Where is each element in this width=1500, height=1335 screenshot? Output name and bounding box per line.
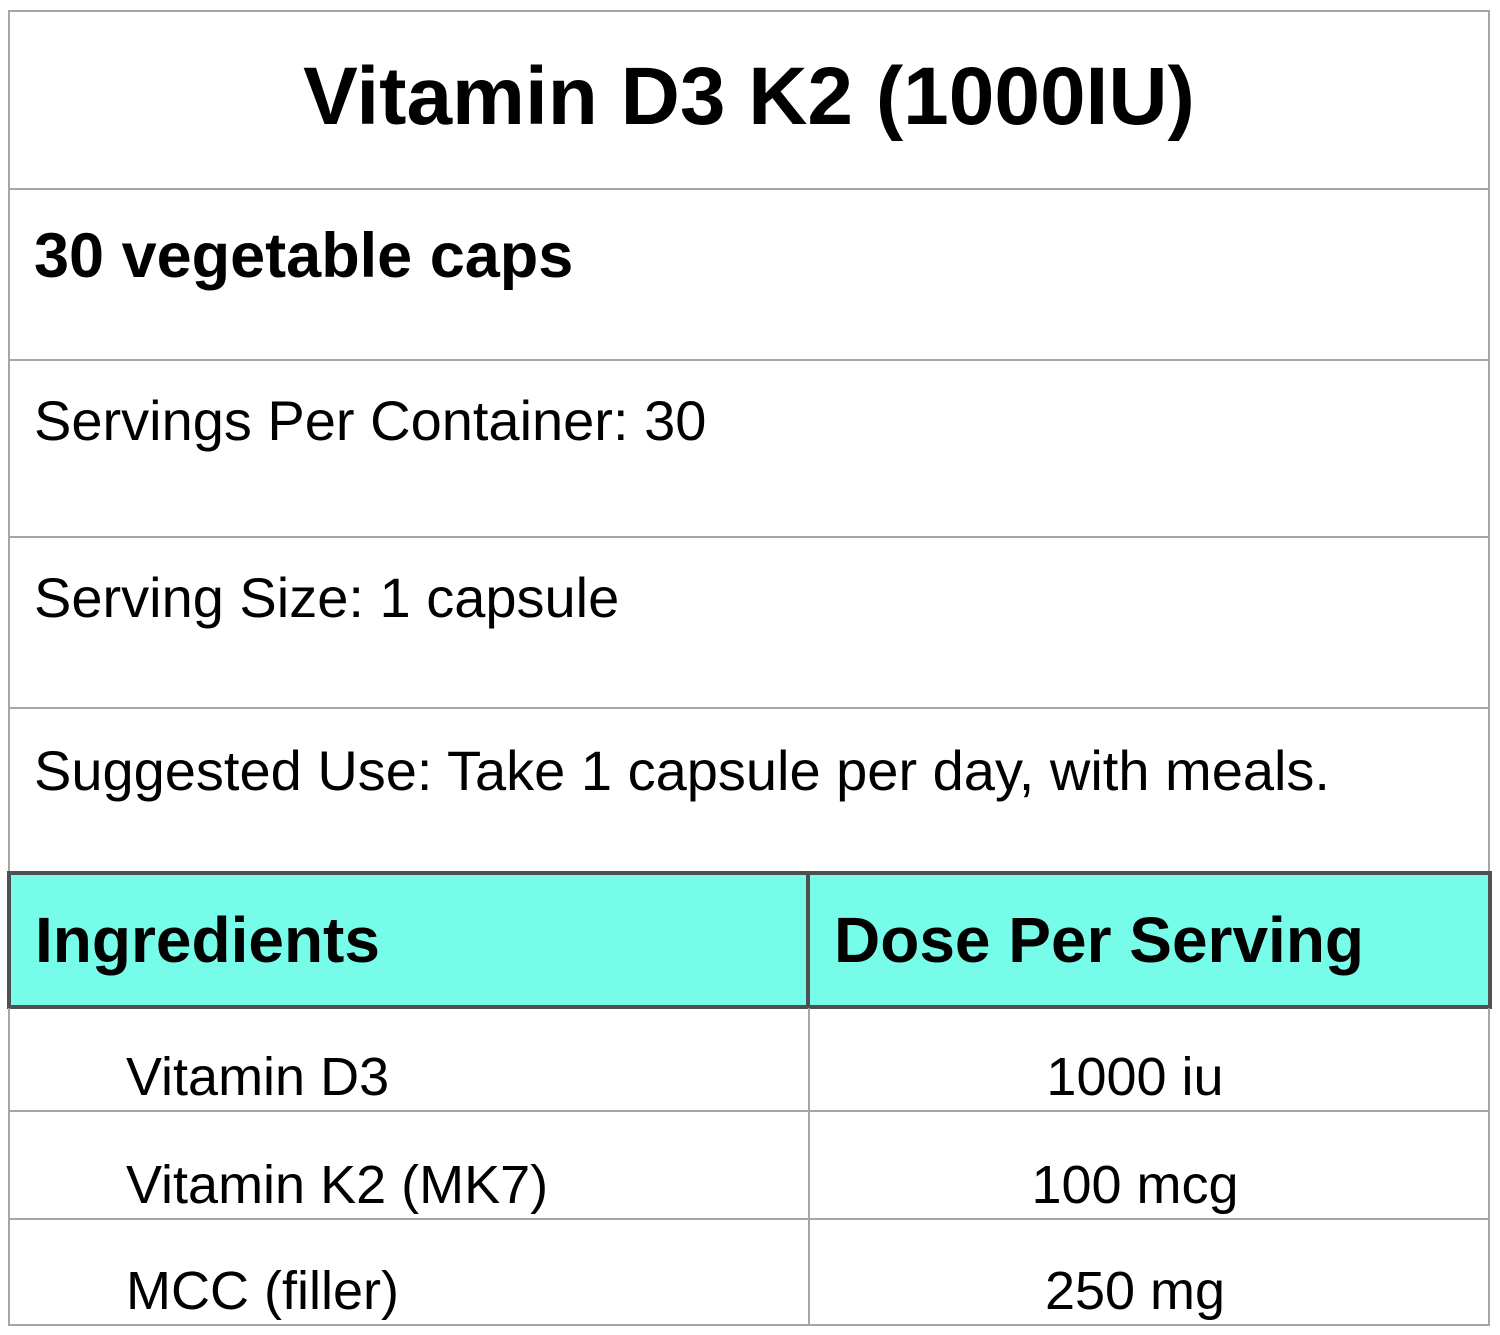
ingredient-dose: 100 mcg — [808, 1110, 1490, 1220]
servings-per-container: Servings Per Container: 30 — [8, 360, 1490, 538]
header-dose: Dose Per Serving — [806, 871, 1492, 1009]
ingredient-name: Vitamin K2 (MK7) — [8, 1110, 810, 1220]
ingredient-name: Vitamin D3 — [8, 1008, 810, 1112]
ingredient-name: MCC (filler) — [8, 1218, 810, 1326]
capsule-count: 30 vegetable caps — [8, 188, 1490, 361]
ingredient-dose: 250 mg — [808, 1218, 1490, 1326]
ingredient-dose: 1000 iu — [808, 1008, 1490, 1112]
serving-size: Serving Size: 1 capsule — [8, 537, 1490, 709]
header-ingredients: Ingredients — [7, 871, 810, 1009]
suggested-use: Suggested Use: Take 1 capsule per day, w… — [8, 708, 1490, 874]
product-title: Vitamin D3 K2 (1000IU) — [8, 10, 1490, 190]
